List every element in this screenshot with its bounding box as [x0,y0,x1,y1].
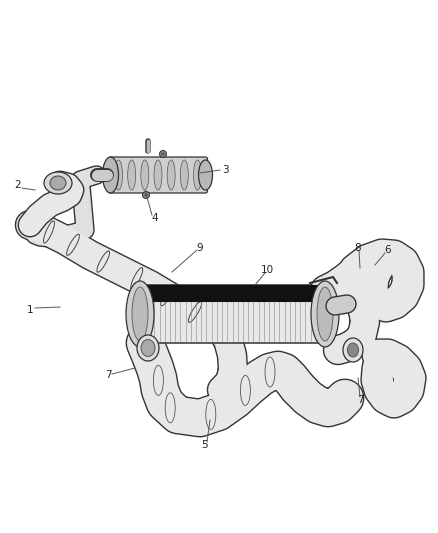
Ellipse shape [141,160,149,190]
Text: 2: 2 [15,180,21,190]
Text: 4: 4 [152,213,158,223]
Ellipse shape [141,340,155,357]
Text: 5: 5 [201,440,208,450]
Ellipse shape [114,160,123,190]
Text: 8: 8 [355,243,361,253]
Bar [140,285,325,343]
Ellipse shape [127,160,136,190]
Text: 3: 3 [222,165,228,175]
Circle shape [159,150,166,157]
Text: 9: 9 [197,243,203,253]
FancyBboxPatch shape [109,157,208,193]
Ellipse shape [102,157,119,193]
Ellipse shape [343,338,363,362]
Ellipse shape [311,281,339,347]
Ellipse shape [347,343,358,357]
Ellipse shape [317,287,333,341]
Bar [140,285,325,301]
Ellipse shape [194,160,201,190]
Circle shape [142,191,149,198]
Ellipse shape [126,281,154,347]
Ellipse shape [154,160,162,190]
Text: 7: 7 [105,370,111,380]
Ellipse shape [44,172,72,194]
Ellipse shape [50,176,66,190]
Text: 10: 10 [261,265,274,275]
Ellipse shape [132,287,148,341]
Text: 1: 1 [27,305,33,315]
Ellipse shape [198,160,212,190]
Text: 6: 6 [385,245,391,255]
Text: 7: 7 [357,395,363,405]
Ellipse shape [167,160,175,190]
Ellipse shape [137,335,159,361]
Circle shape [162,152,165,156]
Circle shape [145,193,148,197]
Ellipse shape [180,160,188,190]
